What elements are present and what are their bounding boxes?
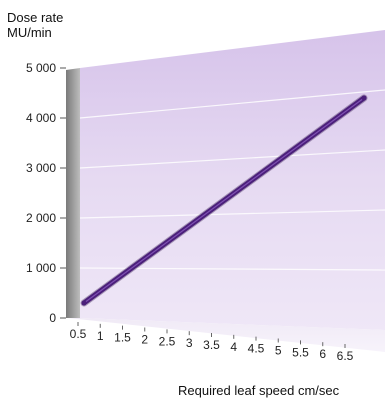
chart-floor — [68, 318, 385, 352]
series-line-highlight — [83, 97, 365, 304]
x-tick-label: 2.5 — [159, 334, 176, 348]
x-tick-label: 1.5 — [114, 331, 131, 345]
chart-side-wall — [66, 68, 80, 318]
x-tick-label: 3 — [186, 336, 193, 350]
y-axis-title-line1: Dose rate — [7, 10, 64, 25]
x-tick-label: 2 — [141, 333, 148, 347]
gridline — [79, 89, 385, 119]
y-axis-title-line2: MU/min — [7, 25, 52, 40]
x-tick-label: 5 — [275, 344, 282, 358]
x-tick-label: 0.5 — [70, 327, 87, 341]
y-tick-label: 5 000 — [26, 61, 56, 75]
chart-back-wall — [80, 30, 385, 330]
x-axis-title: Required leaf speed cm/sec — [178, 383, 340, 398]
x-tick-label: 6.5 — [337, 349, 354, 363]
data-point — [361, 95, 367, 101]
y-tick-label: 3 000 — [26, 161, 56, 175]
gridline — [79, 209, 385, 219]
y-tick-label: 4 000 — [26, 111, 56, 125]
x-tick-label: 4.5 — [248, 342, 265, 356]
y-axis-title: Dose rate MU/min — [7, 10, 63, 40]
y-tick-label: 1 000 — [26, 261, 56, 275]
x-tick-label: 1 — [97, 329, 104, 343]
x-tick-label: 6 — [319, 347, 326, 361]
y-tick-label: 0 — [49, 311, 56, 325]
x-tick-label: 3.5 — [203, 338, 220, 352]
x-tick-label: 4 — [230, 340, 237, 354]
y-tick-label: 2 000 — [26, 211, 56, 225]
data-point — [81, 300, 87, 306]
gridline — [79, 149, 385, 169]
x-tick-label: 5.5 — [292, 345, 309, 359]
